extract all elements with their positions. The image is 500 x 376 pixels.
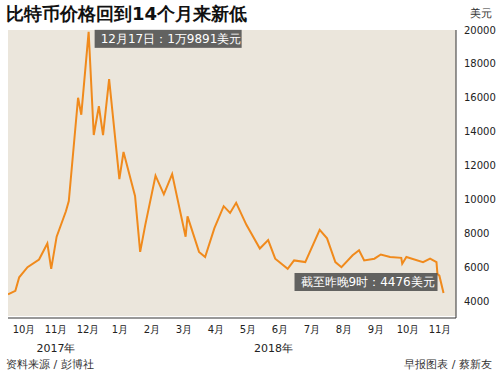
html-text:早报图表 / 蔡新友: 早报图表 / 蔡新友 <box>404 358 492 371</box>
svg-text:20000: 20000 <box>464 25 496 36</box>
svg-text:6月: 6月 <box>272 324 288 335</box>
svg-text:12月17日：1万9891美元: 12月17日：1万9891美元 <box>101 32 242 46</box>
html-text:美元: 美元 <box>470 7 492 20</box>
svg-text:3月: 3月 <box>176 324 192 335</box>
svg-text:6000: 6000 <box>464 262 489 273</box>
svg-text:11月: 11月 <box>45 324 68 335</box>
svg-text:11月: 11月 <box>429 324 452 335</box>
svg-text:14000: 14000 <box>464 126 496 137</box>
svg-text:4月: 4月 <box>208 324 224 335</box>
svg-text:9月: 9月 <box>368 324 384 335</box>
svg-text:12000: 12000 <box>464 160 496 171</box>
svg-text:2017年: 2017年 <box>37 342 76 354</box>
html-text:资料来源 / 彭博社: 资料来源 / 彭博社 <box>6 358 94 371</box>
svg-text:8000: 8000 <box>464 228 489 239</box>
svg-text:7月: 7月 <box>304 324 320 335</box>
svg-text:8月: 8月 <box>336 324 352 335</box>
svg-text:4000: 4000 <box>464 296 489 307</box>
svg-text:10月: 10月 <box>397 324 420 335</box>
svg-text:12月: 12月 <box>77 324 100 335</box>
svg-text:截至昨晚9时：4476美元: 截至昨晚9时：4476美元 <box>301 275 435 289</box>
svg-text:5月: 5月 <box>240 324 256 335</box>
svg-text:2月: 2月 <box>144 324 160 335</box>
html-text:比特币价格回到14个月来新低: 比特币价格回到14个月来新低 <box>6 3 248 24</box>
svg-text:18000: 18000 <box>464 58 496 69</box>
svg-text:16000: 16000 <box>464 92 496 103</box>
svg-text:1月: 1月 <box>112 324 128 335</box>
svg-text:10月: 10月 <box>13 324 36 335</box>
svg-text:10000: 10000 <box>464 194 496 205</box>
svg-text:2018年: 2018年 <box>254 342 293 354</box>
